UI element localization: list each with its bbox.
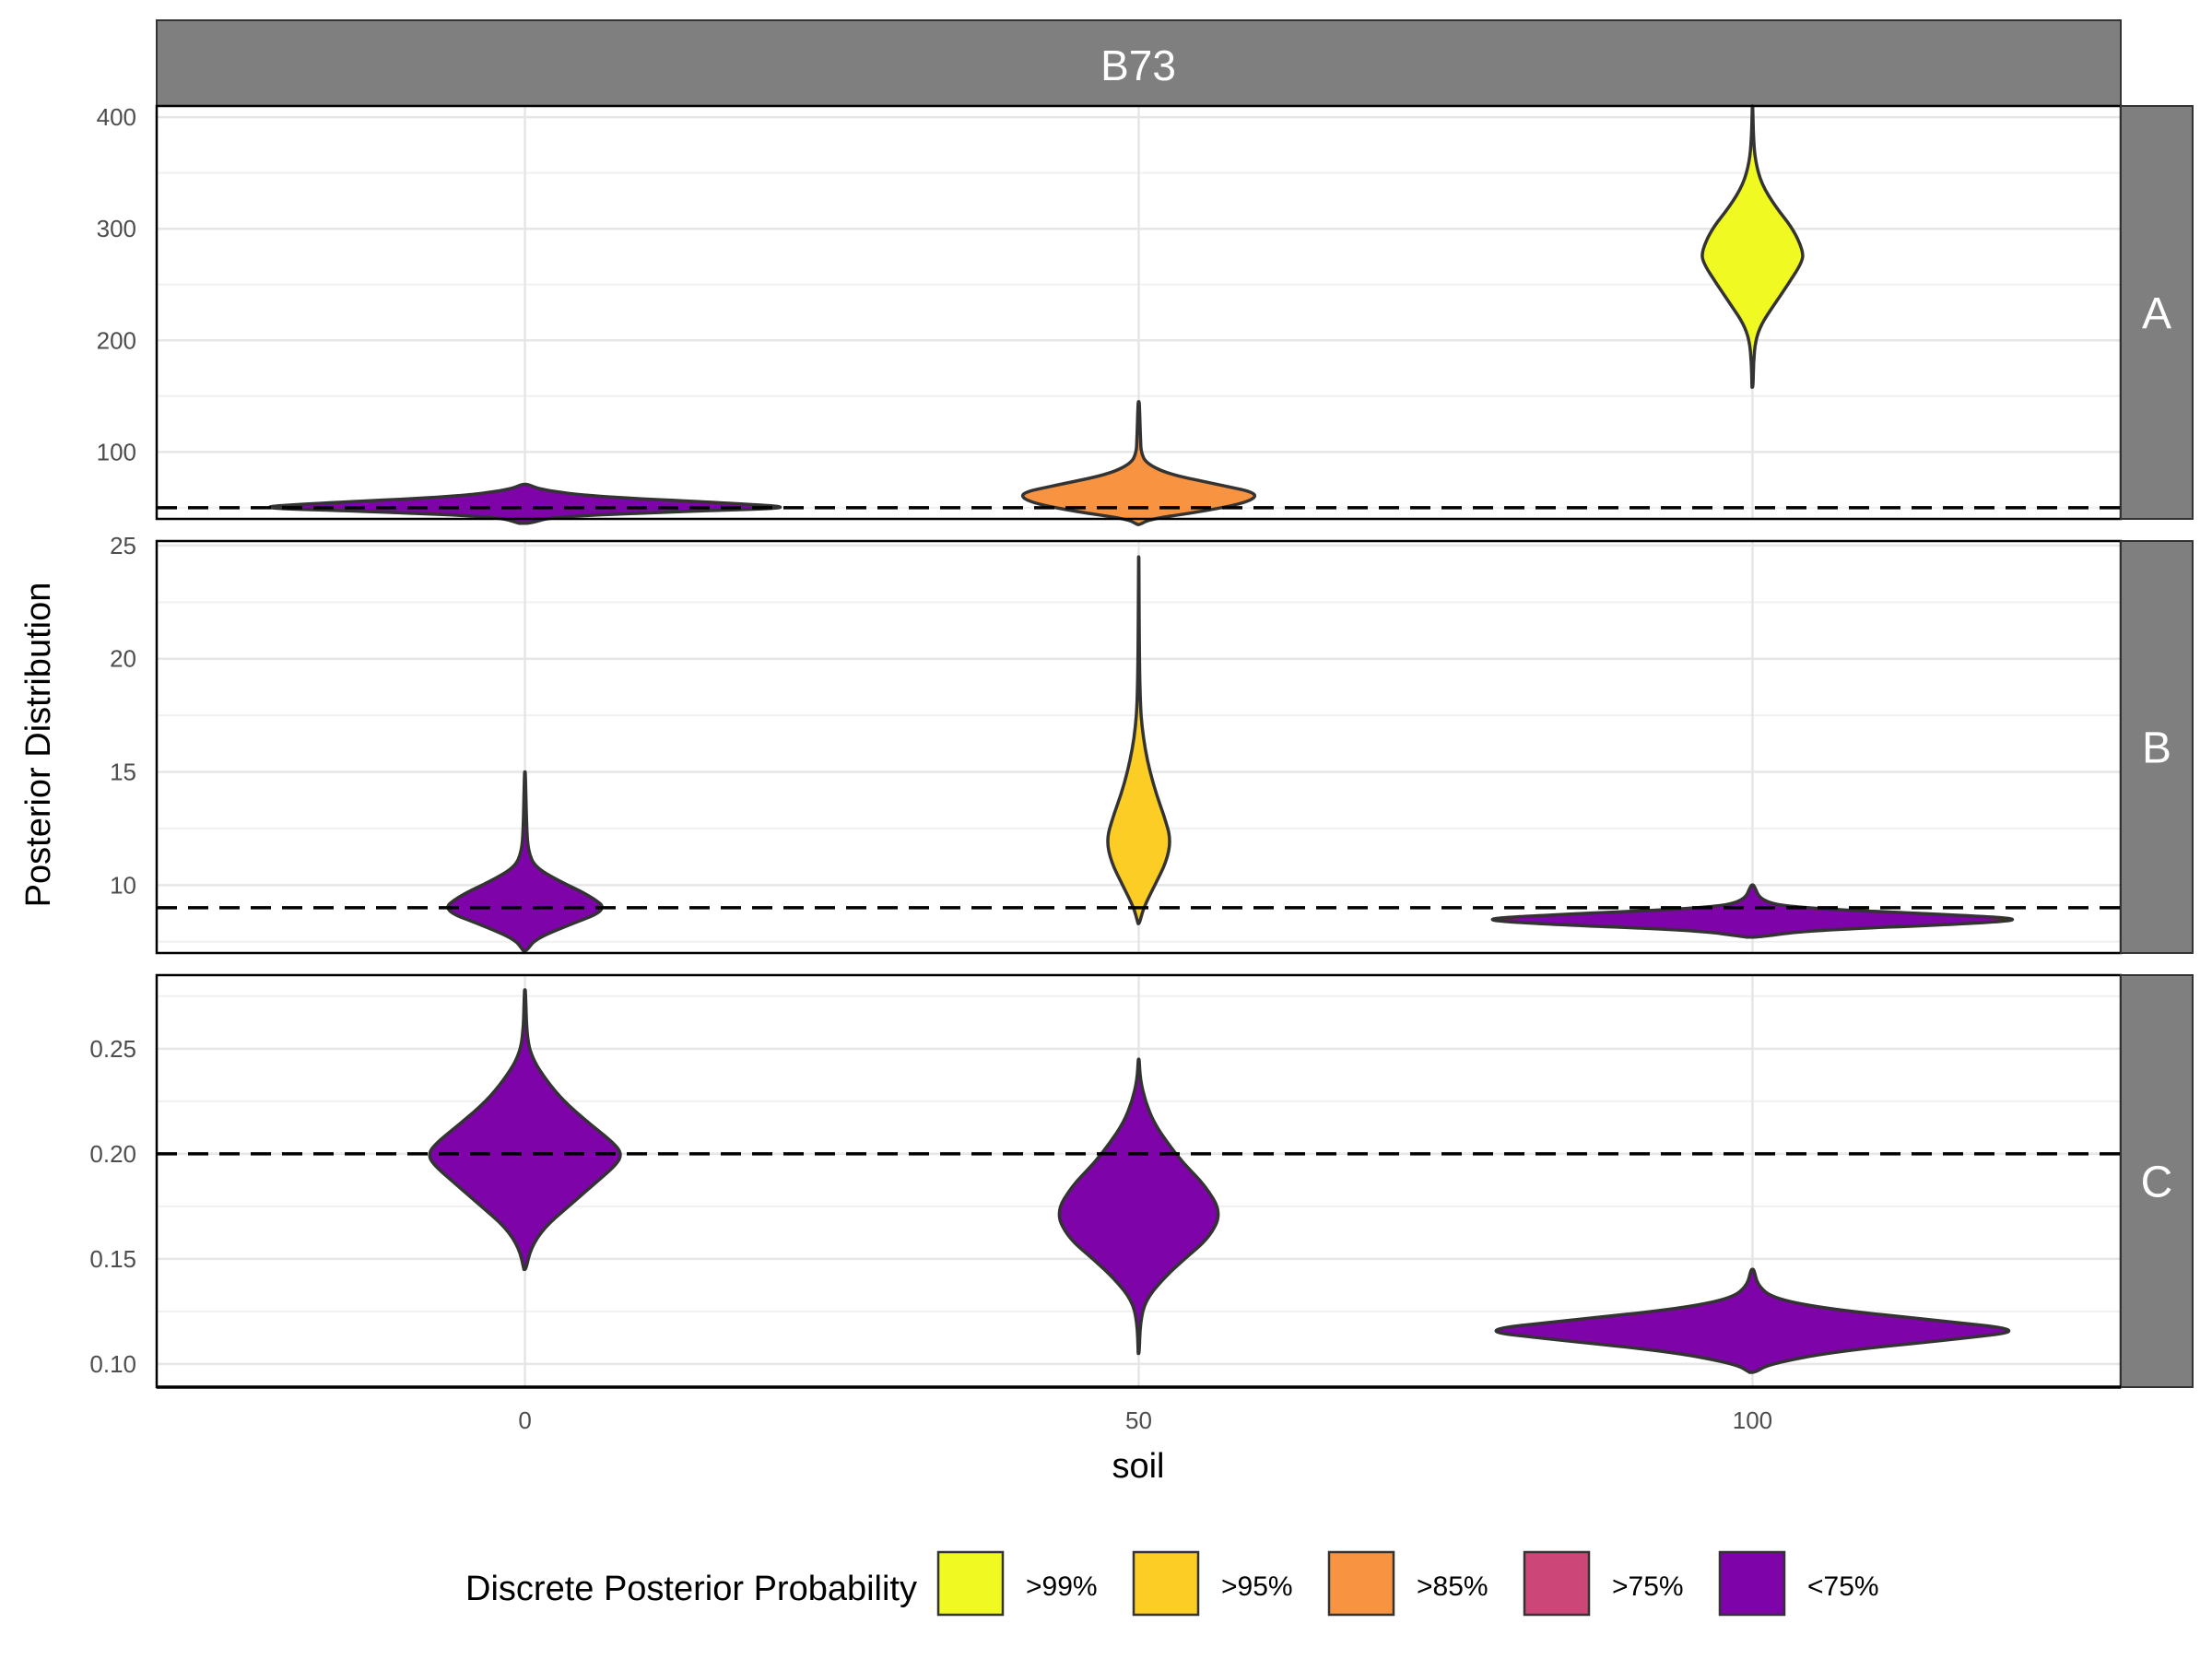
y-tick-label: 0.25 [89, 1035, 136, 1063]
violin-b-100-lt75 [1490, 883, 2015, 939]
row-strip-label: A [2142, 289, 2171, 338]
violin-a-50-gt85 [1020, 400, 1257, 526]
legend-label-gt75: >75% [1612, 1571, 1684, 1602]
row-strip-label: B [2142, 724, 2171, 773]
y-tick-label: 0.15 [89, 1245, 136, 1273]
legend-label-gt95: >95% [1221, 1571, 1293, 1602]
y-tick-label: 0.20 [89, 1140, 136, 1168]
y-tick-label: 10 [110, 871, 136, 899]
y-axis-title: Posterior Distribution [19, 582, 58, 908]
legend-label-gt85: >85% [1417, 1571, 1488, 1602]
y-tick-label: 400 [97, 103, 136, 131]
row-strip [2120, 540, 2194, 954]
legend-title: Discrete Posterior Probability [465, 1570, 917, 1608]
panels: 0 50 100 100 200 300 400 A 10 15 20 25 B 0.10 0.15 0.20… [89, 103, 2194, 1434]
legend-swatch-gt85 [1327, 1550, 1395, 1617]
legend-label-gt99: >99% [1026, 1571, 1098, 1602]
legend-swatch-gt99 [936, 1550, 1005, 1617]
y-tick-label: 100 [97, 438, 136, 465]
panel-a: 100 200 300 400 A [97, 103, 2194, 526]
violin-a-0-lt75 [268, 482, 782, 525]
y-tick-label: 200 [97, 326, 136, 354]
row-strip [2120, 974, 2194, 1388]
violin-c-0-lt75 [428, 988, 622, 1272]
y-tick-label: 300 [97, 215, 136, 242]
legend-label-lt75: <75% [1807, 1571, 1879, 1602]
violin-b-0-lt75 [446, 770, 604, 953]
y-tick-label: 25 [110, 532, 136, 559]
legend: Discrete Posterior Probability >99% >95%… [465, 1550, 1879, 1617]
violin-b-50-gt95 [1106, 555, 1171, 925]
column-strip-label: B73 [1100, 41, 1176, 89]
panel-c: 0.10 0.15 0.20 0.25 C [89, 973, 2194, 1389]
violin-c-50-lt75 [1057, 1057, 1220, 1356]
legend-swatch-gt75 [1523, 1550, 1591, 1617]
y-tick-label: 15 [110, 759, 136, 786]
row-strip-label: C [2141, 1159, 2173, 1207]
y-tick-label: 20 [110, 645, 136, 673]
x-tick-label: 0 [518, 1406, 531, 1434]
violin-c-100-lt75 [1494, 1267, 2011, 1374]
column-strip [156, 19, 2122, 107]
x-tick-label: 100 [1733, 1406, 1772, 1434]
y-tick-label: 0.10 [89, 1350, 136, 1378]
x-tick-label: 50 [1125, 1406, 1152, 1434]
legend-swatch-lt75 [1718, 1550, 1786, 1617]
legend-swatch-gt95 [1132, 1550, 1200, 1617]
row-strip [2120, 105, 2194, 520]
panel-b: 10 15 20 25 B [110, 532, 2194, 955]
x-axis-title: soil [1112, 1447, 1164, 1486]
